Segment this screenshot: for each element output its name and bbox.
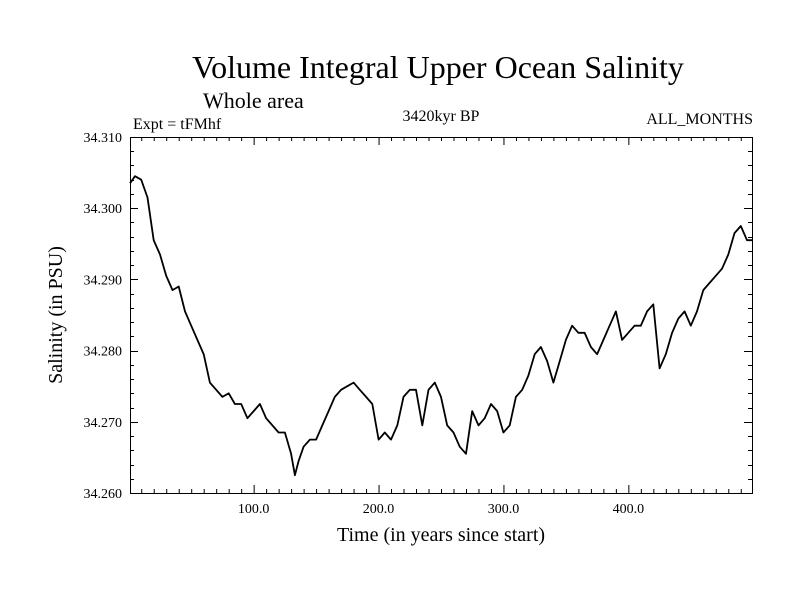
months-label: ALL_MONTHS	[646, 111, 753, 128]
y-tick-label: 34.310	[84, 131, 123, 146]
chart-title: Volume Integral Upper Ocean Salinity	[192, 49, 684, 85]
y-tick-label: 34.290	[84, 273, 123, 288]
experiment-label: Expt = tFMhf	[133, 116, 222, 133]
y-axis-label: Salinity (in PSU)	[45, 246, 67, 384]
y-tick-label: 34.300	[84, 202, 123, 217]
period-label: 3420kyr BP	[403, 108, 480, 125]
chart-subtitle: Whole area	[203, 88, 304, 113]
x-tick-label: 400.0	[613, 502, 645, 517]
y-tick-label: 34.260	[84, 487, 123, 502]
x-tick-label: 300.0	[488, 502, 520, 517]
x-axis: 100.0 200.0 300.0 400.0	[141, 137, 742, 517]
y-tick-label: 34.280	[84, 345, 123, 360]
x-axis-label: Time (in years since start)	[337, 524, 545, 546]
plot-frame	[130, 137, 753, 494]
x-tick-label: 100.0	[238, 502, 270, 517]
salinity-series-line	[129, 175, 752, 477]
y-tick-label: 34.270	[84, 416, 123, 431]
x-tick-label: 200.0	[363, 502, 395, 517]
y-axis: 34.260 34.270 34.280 34.290 34.300 34.310	[84, 131, 752, 502]
